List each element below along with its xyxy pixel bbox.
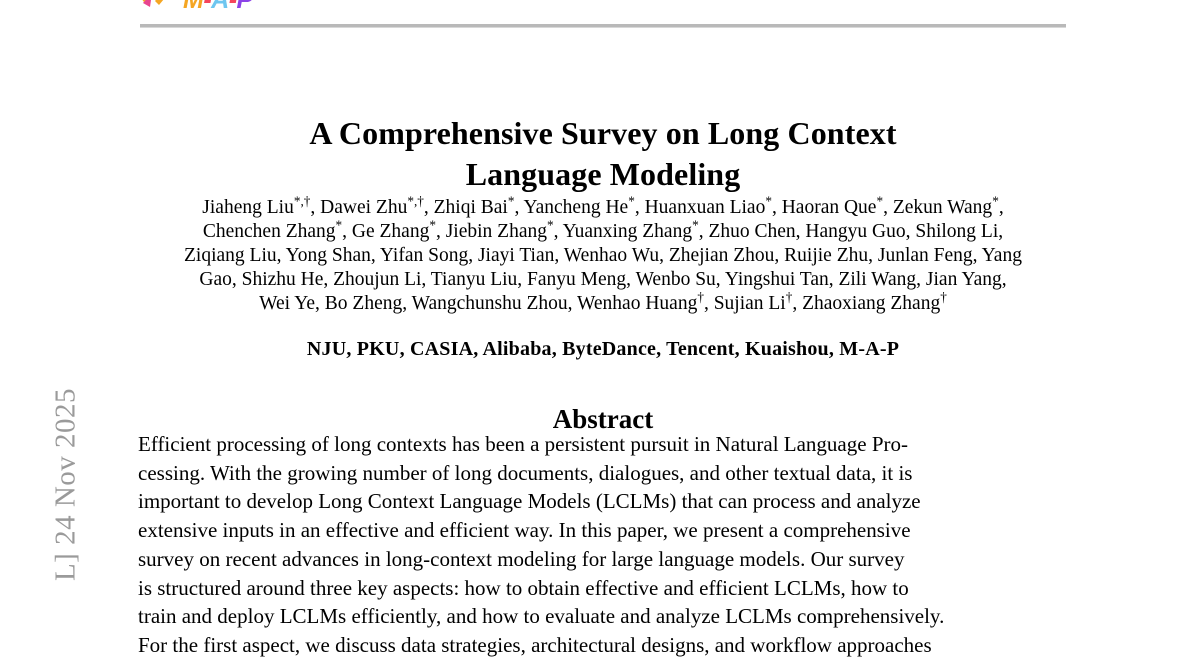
abstract-line: important to develop Long Context Langua… xyxy=(138,489,921,514)
map-logo: M-A-P xyxy=(140,0,1066,12)
title-line-1: A Comprehensive Survey on Long Context xyxy=(309,115,897,152)
abstract-line: train and deploy LCLMs efficiently, and … xyxy=(138,604,945,629)
abstract-body: Efficient processing of long contexts ha… xyxy=(138,430,1070,660)
page-title: A Comprehensive Survey on Long Context L… xyxy=(140,113,1066,195)
map-logo-band: M-A-P xyxy=(140,0,1066,24)
abstract-line: extensive inputs in an effective and eff… xyxy=(138,518,911,543)
author-line: Chenchen Zhang*, Ge Zhang*, Jiebin Zhang… xyxy=(202,217,1004,242)
author-line: Ziqiang Liu, Yong Shan, Yifan Song, Jiay… xyxy=(184,245,1022,266)
author-line: Jiaheng Liu*,†, Dawei Zhu*,†, Zhiqi Bai*… xyxy=(202,193,1004,218)
abstract-heading: Abstract xyxy=(552,404,654,435)
map-pinwheel-logo-icon xyxy=(142,0,164,7)
author-list: Jiaheng Liu*,†, Dawei Zhu*,†, Zhiqi Bai*… xyxy=(138,193,1068,316)
affiliations-line: NJU, PKU, CASIA, Alibaba, ByteDance, Ten… xyxy=(306,338,900,360)
abstract-line: survey on recent advances in long-contex… xyxy=(138,546,905,571)
arxiv-submission-stamp: L] 24 Nov 2025 xyxy=(49,387,82,582)
title-line-2: Language Modeling xyxy=(465,156,741,193)
author-line: Gao, Shizhu He, Zhoujun Li, Tianyu Liu, … xyxy=(199,269,1007,290)
abstract-line: For the first aspect, we discuss data st… xyxy=(138,632,932,657)
author-line: Wei Ye, Bo Zheng, Wangchunshu Zhou, Wenh… xyxy=(259,289,947,314)
header-divider xyxy=(140,24,1066,28)
map-logo-wordmark: M-A-P xyxy=(183,0,253,13)
abstract-line: is structured around three key aspects: … xyxy=(138,575,909,600)
abstract-line: Efficient processing of long contexts ha… xyxy=(138,432,908,456)
abstract-line: cessing. With the growing number of long… xyxy=(138,460,913,485)
